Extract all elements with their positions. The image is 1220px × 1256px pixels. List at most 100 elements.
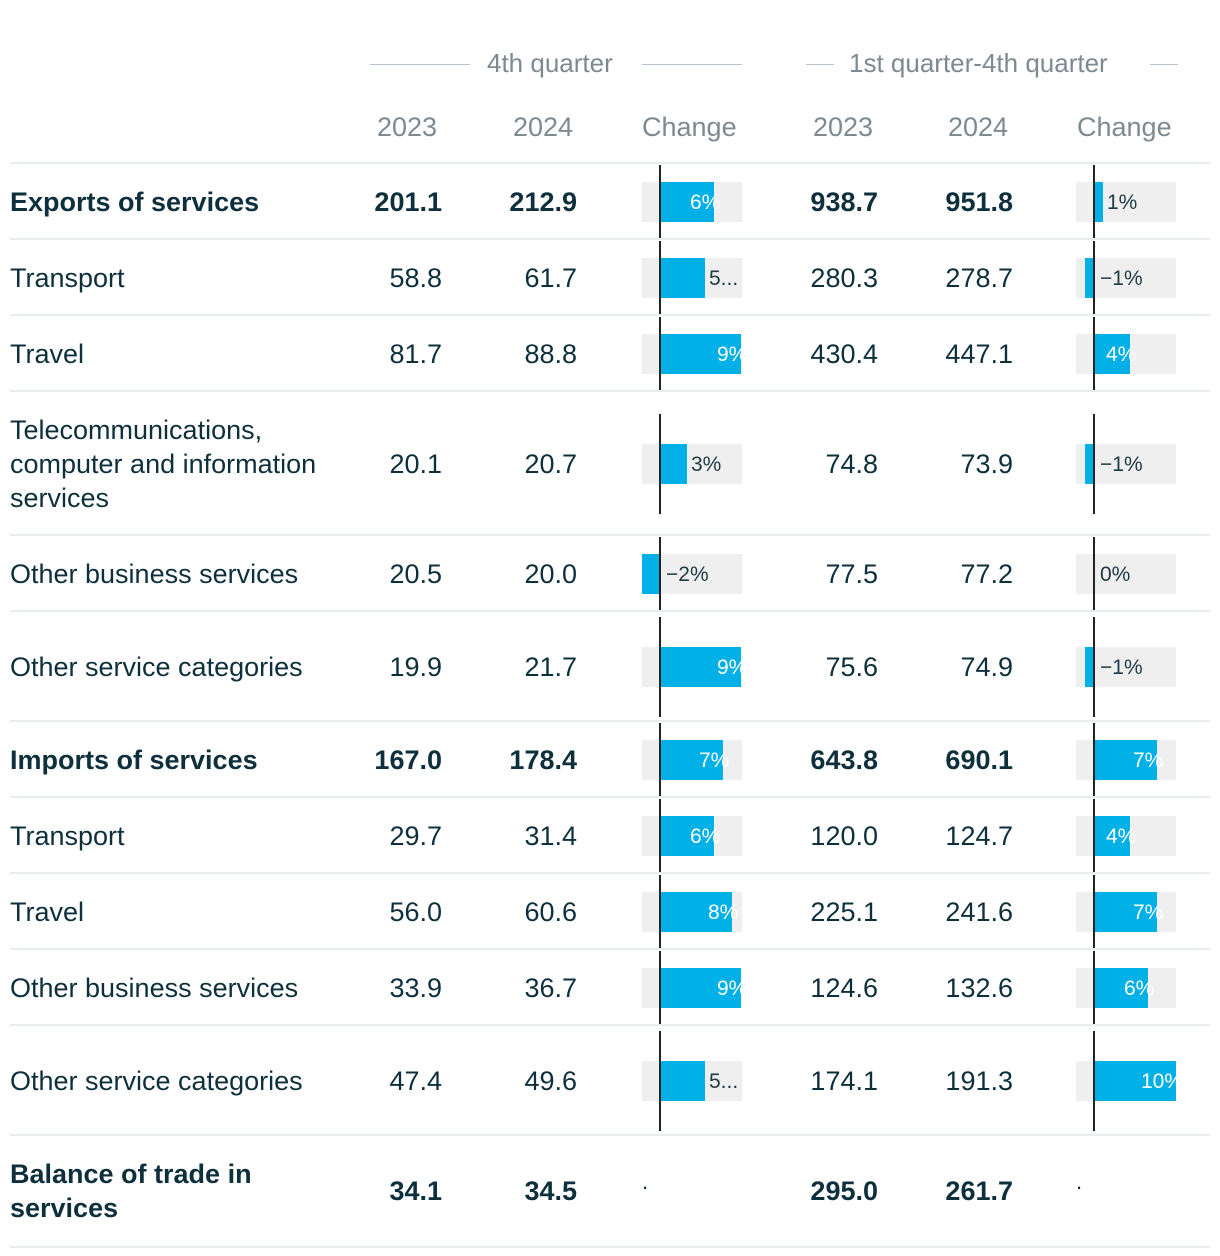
fy-2023-value: 295.0	[810, 1175, 878, 1206]
q4-change-label: .	[642, 1169, 649, 1194]
q4-change-bar	[660, 334, 741, 374]
q4-change-bar	[660, 182, 714, 222]
fy-2023-value: 280.3	[810, 262, 878, 293]
table-row: Other business services 33.9 36.7 124.6 132.…	[10, 948, 1210, 1026]
fy-change-cell: 4%	[1076, 316, 1176, 392]
q4-change-cell: 3%	[642, 392, 742, 536]
fy-2023-value: 938.7	[810, 186, 878, 217]
fy-2023-value: 74.8	[825, 448, 878, 479]
q4-change-cell: 7%	[642, 722, 742, 798]
table-row: Other business services 20.5 20.0 77.5 77.2 −…	[10, 534, 1210, 612]
fy-change-label: 1%	[1107, 191, 1138, 214]
q4-change-cell: 9%	[642, 612, 747, 722]
table-row: Other service categories 19.9 21.7 75.6 74.9…	[10, 610, 1210, 722]
fy-2023-value: 77.5	[825, 558, 878, 589]
fy-change-track	[1076, 554, 1176, 594]
fy-change-zero-line	[1093, 241, 1095, 315]
fy-change-cell: 1%	[1076, 164, 1176, 240]
fy-change-cell: 0%	[1076, 536, 1176, 612]
row-label: Imports of services	[10, 745, 258, 775]
col-q4-2024: 2024	[513, 112, 574, 142]
q4-2023-value: 58.8	[389, 262, 442, 293]
q4-change-cell: −2%	[642, 536, 742, 612]
q4-change-zero-line	[659, 414, 661, 514]
row-label: Transport	[10, 263, 125, 293]
col-q4-2023: 2023	[377, 112, 438, 142]
q4-change-bar	[660, 816, 714, 856]
q4-2024-value: 36.7	[524, 972, 577, 1003]
fy-2023-value: 174.1	[810, 1065, 878, 1096]
q4-2024-value: 20.7	[524, 448, 577, 479]
q4-change-label: 6%	[690, 191, 721, 214]
row-label: Travel	[10, 897, 85, 927]
fy-change-zero-line	[1093, 1031, 1095, 1131]
table-row: Telecommunications, computer and informa…	[10, 390, 1210, 536]
row-label: Other service categories	[10, 1066, 303, 1096]
q4-change-cell: 6%	[642, 798, 742, 874]
q4-change-cell: 9%	[642, 316, 747, 392]
q4-change-cell: 9%	[642, 950, 747, 1026]
fy-change-zero-line	[1093, 414, 1095, 514]
fy-2024-value: 73.9	[960, 448, 1013, 479]
q4-change-zero-line	[659, 317, 661, 391]
q4-change-zero-line	[659, 165, 661, 239]
group-label-q4: 4th quarter	[487, 48, 613, 78]
fy-change-label: −1%	[1100, 267, 1143, 290]
row-label: Exports of services	[10, 187, 260, 217]
fy-change-zero-line	[1093, 723, 1095, 797]
fy-2024-value: 77.2	[960, 558, 1013, 589]
table-row: Exports of services 201.1 212.9 938.7 951.8 6…	[10, 162, 1210, 240]
q4-2024-value: 34.5	[524, 1175, 577, 1206]
fy-change-cell: −1%	[1076, 612, 1176, 722]
q4-2024-value: 31.4	[524, 820, 577, 851]
table-row: Travel 81.7 88.8 430.4 447.1 9% 4%	[10, 314, 1210, 392]
q4-change-zero-line	[659, 799, 661, 873]
q4-change-bar	[660, 968, 741, 1008]
q4-change-zero-line	[659, 723, 661, 797]
q4-2023-value: 19.9	[389, 651, 442, 682]
fy-change-cell: .	[1076, 1136, 1176, 1246]
q4-change-label: 7%	[699, 749, 730, 772]
fy-change-cell: 6%	[1076, 950, 1176, 1026]
table-row: Travel 56.0 60.6 225.1 241.6 8% 7%	[10, 872, 1210, 950]
fy-2024-value: 124.7	[945, 820, 1013, 851]
group-label-full-year: 1st quarter-4th quarter	[849, 48, 1108, 78]
fy-change-bar	[1094, 816, 1130, 856]
fy-change-cell: −1%	[1076, 392, 1176, 536]
q4-change-label: 9%	[717, 656, 748, 679]
table-row: Balance of trade in services 34.1 34.5 295.…	[10, 1134, 1210, 1248]
fy-change-label: 10%	[1141, 1070, 1184, 1093]
q4-change-bar	[642, 554, 660, 594]
q4-2024-value: 49.6	[524, 1065, 577, 1096]
q4-2023-value: 56.0	[389, 896, 442, 927]
fy-change-bar	[1085, 258, 1094, 298]
q4-2024-value: 60.6	[524, 896, 577, 927]
fy-change-track	[1076, 182, 1176, 222]
q4-2024-value: 61.7	[524, 262, 577, 293]
fy-change-bar	[1085, 444, 1094, 484]
fy-change-zero-line	[1093, 317, 1095, 391]
fy-change-zero-line	[1093, 799, 1095, 873]
fy-change-zero-line	[1093, 951, 1095, 1025]
fy-2024-value: 132.6	[945, 972, 1013, 1003]
fy-2024-value: 447.1	[945, 338, 1013, 369]
fy-change-bar	[1094, 182, 1103, 222]
table-row: Imports of services 167.0 178.4 643.8 690.1 7…	[10, 720, 1210, 798]
fy-change-bar	[1085, 647, 1094, 687]
q4-change-label: 9%	[717, 977, 748, 1000]
fy-change-label: 7%	[1133, 901, 1164, 924]
q4-change-track	[642, 444, 742, 484]
q4-change-zero-line	[659, 875, 661, 949]
q4-change-cell: 5...	[642, 240, 742, 316]
row-label: Other business services	[10, 973, 299, 1003]
q4-2023-value: 167.0	[374, 744, 442, 775]
fy-2023-value: 430.4	[810, 338, 878, 369]
q4-change-label: 9%	[717, 343, 748, 366]
fy-change-bar	[1094, 968, 1148, 1008]
fy-change-label: 0%	[1100, 563, 1131, 586]
fy-2023-value: 120.0	[810, 820, 878, 851]
q4-change-label: 5...	[709, 267, 739, 290]
q4-2023-value: 47.4	[389, 1065, 442, 1096]
row-label: Transport	[10, 821, 125, 851]
table-row: Other service categories 47.4 49.6 174.1 191…	[10, 1024, 1210, 1136]
